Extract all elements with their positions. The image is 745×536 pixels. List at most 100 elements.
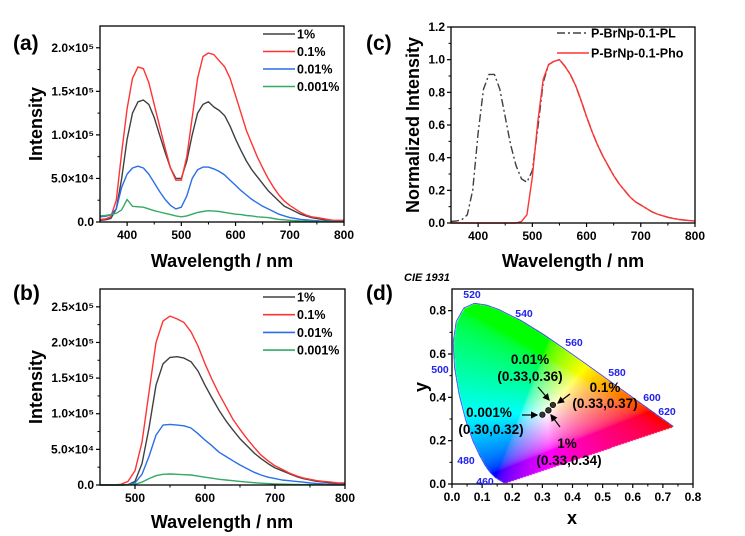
series-line-0.1% xyxy=(100,315,345,486)
panel-b: (b) Wavelength / nm Intensity 500 600 700 8… xyxy=(13,282,355,532)
wavelength-label: 600 xyxy=(643,392,661,404)
annotation-arrow xyxy=(550,414,561,428)
y-tick-label: 1.5×10⁵ xyxy=(51,371,94,385)
x-tick-label: 0.2 xyxy=(504,490,521,504)
y-tick-label: 0.6 xyxy=(428,118,445,132)
x-axis-title-a: Wavelength / nm xyxy=(151,251,293,271)
y-tick-label: 5.0×10⁴ xyxy=(51,171,94,185)
annotation-arrow xyxy=(557,393,571,404)
x-tick-label: 800 xyxy=(685,229,705,243)
y-axis-title-b: Intensity xyxy=(26,350,46,424)
plot-frame xyxy=(451,288,694,485)
cie-annotation-coords: (0.30,0.32) xyxy=(458,422,523,437)
legend-label: 1% xyxy=(297,291,315,305)
cie-point-0.001% xyxy=(539,411,546,418)
cie-chromaticity-fill xyxy=(452,289,693,484)
series-line-P-BrNp-0.1-PL xyxy=(450,59,696,223)
cie-annotation-name: 1% xyxy=(557,436,577,451)
y-tick-label: 0.8 xyxy=(428,85,445,99)
x-tick-label: 400 xyxy=(117,228,137,242)
wavelength-label: 620 xyxy=(658,406,676,418)
wavelength-label: 560 xyxy=(565,337,583,349)
plot-frame xyxy=(99,25,345,223)
y-tick-label: 1.0×10⁵ xyxy=(51,128,94,142)
x-tick-label: 500 xyxy=(125,491,145,505)
spectral-locus xyxy=(452,302,674,484)
x-axis-title-d: x xyxy=(567,508,577,528)
x-tick-label: 0.5 xyxy=(594,490,611,504)
y-tick-label: 0.4 xyxy=(429,390,446,404)
y-axis-title-c: Normalized Intensity xyxy=(403,37,423,213)
plot-frame xyxy=(450,26,696,224)
series-line-1% xyxy=(99,99,344,222)
y-tick-label: 1.2 xyxy=(428,20,445,34)
y-tick-label: 2.0×10⁵ xyxy=(51,41,94,55)
x-tick-label: 600 xyxy=(195,491,215,505)
series-line-0.01% xyxy=(99,165,344,223)
x-tick-label: 0.7 xyxy=(655,490,672,504)
x-tick-label: 600 xyxy=(577,229,597,243)
wavelength-label: 540 xyxy=(515,308,533,320)
cie-point-0.1% xyxy=(549,401,557,409)
x-tick-label: 0.8 xyxy=(685,490,702,504)
panel-a: (a) Wavelength / nm Intensity 400 500 600 7… xyxy=(13,25,354,271)
cie-title: CIE 1931 xyxy=(404,272,450,284)
x-tick-label: 500 xyxy=(171,228,191,242)
wavelength-label: 580 xyxy=(608,367,626,379)
panel-label-a: (a) xyxy=(13,32,39,55)
cie-annotation-coords: (0.33,0.34) xyxy=(536,453,601,468)
cie-annotation-coords: (0.33,0.37) xyxy=(572,396,637,411)
series-line-0.001% xyxy=(99,198,344,223)
y-tick-label: 0.0 xyxy=(428,216,445,230)
x-tick-label: 0.0 xyxy=(444,490,461,504)
wavelength-label: 520 xyxy=(463,289,481,301)
panel-label-b: (b) xyxy=(13,282,40,305)
y-tick-label: 0.0 xyxy=(429,477,446,491)
x-tick-label: 600 xyxy=(226,228,246,242)
x-tick-label: 400 xyxy=(468,229,488,243)
wavelength-label: 460 xyxy=(476,476,494,488)
x-axis-title-b: Wavelength / nm xyxy=(151,512,293,532)
y-tick-label: 1.0×10⁵ xyxy=(51,407,94,421)
x-tick-label: 0.1 xyxy=(474,490,491,504)
series-line-P-BrNp-0.1-Pho xyxy=(451,59,696,224)
y-tick-label: 0.2 xyxy=(428,183,445,197)
legend-label: 1% xyxy=(297,28,315,42)
y-tick-label: 2.0×10⁵ xyxy=(51,335,94,349)
x-tick-label: 0.3 xyxy=(534,490,551,504)
x-tick-label: 700 xyxy=(265,491,285,505)
x-tick-label: 0.4 xyxy=(564,490,581,504)
y-tick-label: 0.6 xyxy=(429,347,446,361)
legend-label: 0.01% xyxy=(297,326,332,340)
x-tick-label: 500 xyxy=(522,229,542,243)
cie-annotation-name: 0.1% xyxy=(590,380,621,395)
cie-annotation-name: 0.001% xyxy=(466,405,512,420)
x-tick-label: 0.6 xyxy=(624,490,641,504)
cie-annotation-coords: (0.33,0.36) xyxy=(497,369,562,384)
plot-frame xyxy=(99,288,346,486)
legend-label: P-BrNp-0.1-PL xyxy=(591,27,676,41)
y-axis-title-a: Intensity xyxy=(26,87,46,161)
cie-point-1% xyxy=(545,407,552,414)
legend-label: P-BrNp-0.1-Pho xyxy=(591,47,684,61)
y-tick-label: 0.4 xyxy=(428,151,445,165)
x-tick-label: 800 xyxy=(334,228,354,242)
x-tick-label: 800 xyxy=(335,491,355,505)
legend-label: 0.1% xyxy=(297,45,326,59)
cie-annotation-name: 0.01% xyxy=(511,352,549,367)
wavelength-label: 480 xyxy=(457,455,475,467)
series-line-0.1% xyxy=(99,52,344,221)
series-line-0.01% xyxy=(100,423,346,486)
wavelength-label: 500 xyxy=(431,364,449,376)
legend-label: 0.01% xyxy=(297,63,332,77)
y-tick-label: 0.0 xyxy=(77,478,94,492)
y-tick-label: 2.5×10⁵ xyxy=(51,300,94,314)
x-axis-title-c: Wavelength / nm xyxy=(502,251,644,271)
x-tick-label: 700 xyxy=(631,229,651,243)
legend-label: 0.001% xyxy=(297,80,339,94)
y-tick-label: 0.0 xyxy=(77,215,94,229)
panel-c: (c) Wavelength / nm Normalized Intensity… xyxy=(366,20,705,271)
annotation-arrow xyxy=(537,386,550,401)
legend-label: 0.001% xyxy=(297,344,339,358)
